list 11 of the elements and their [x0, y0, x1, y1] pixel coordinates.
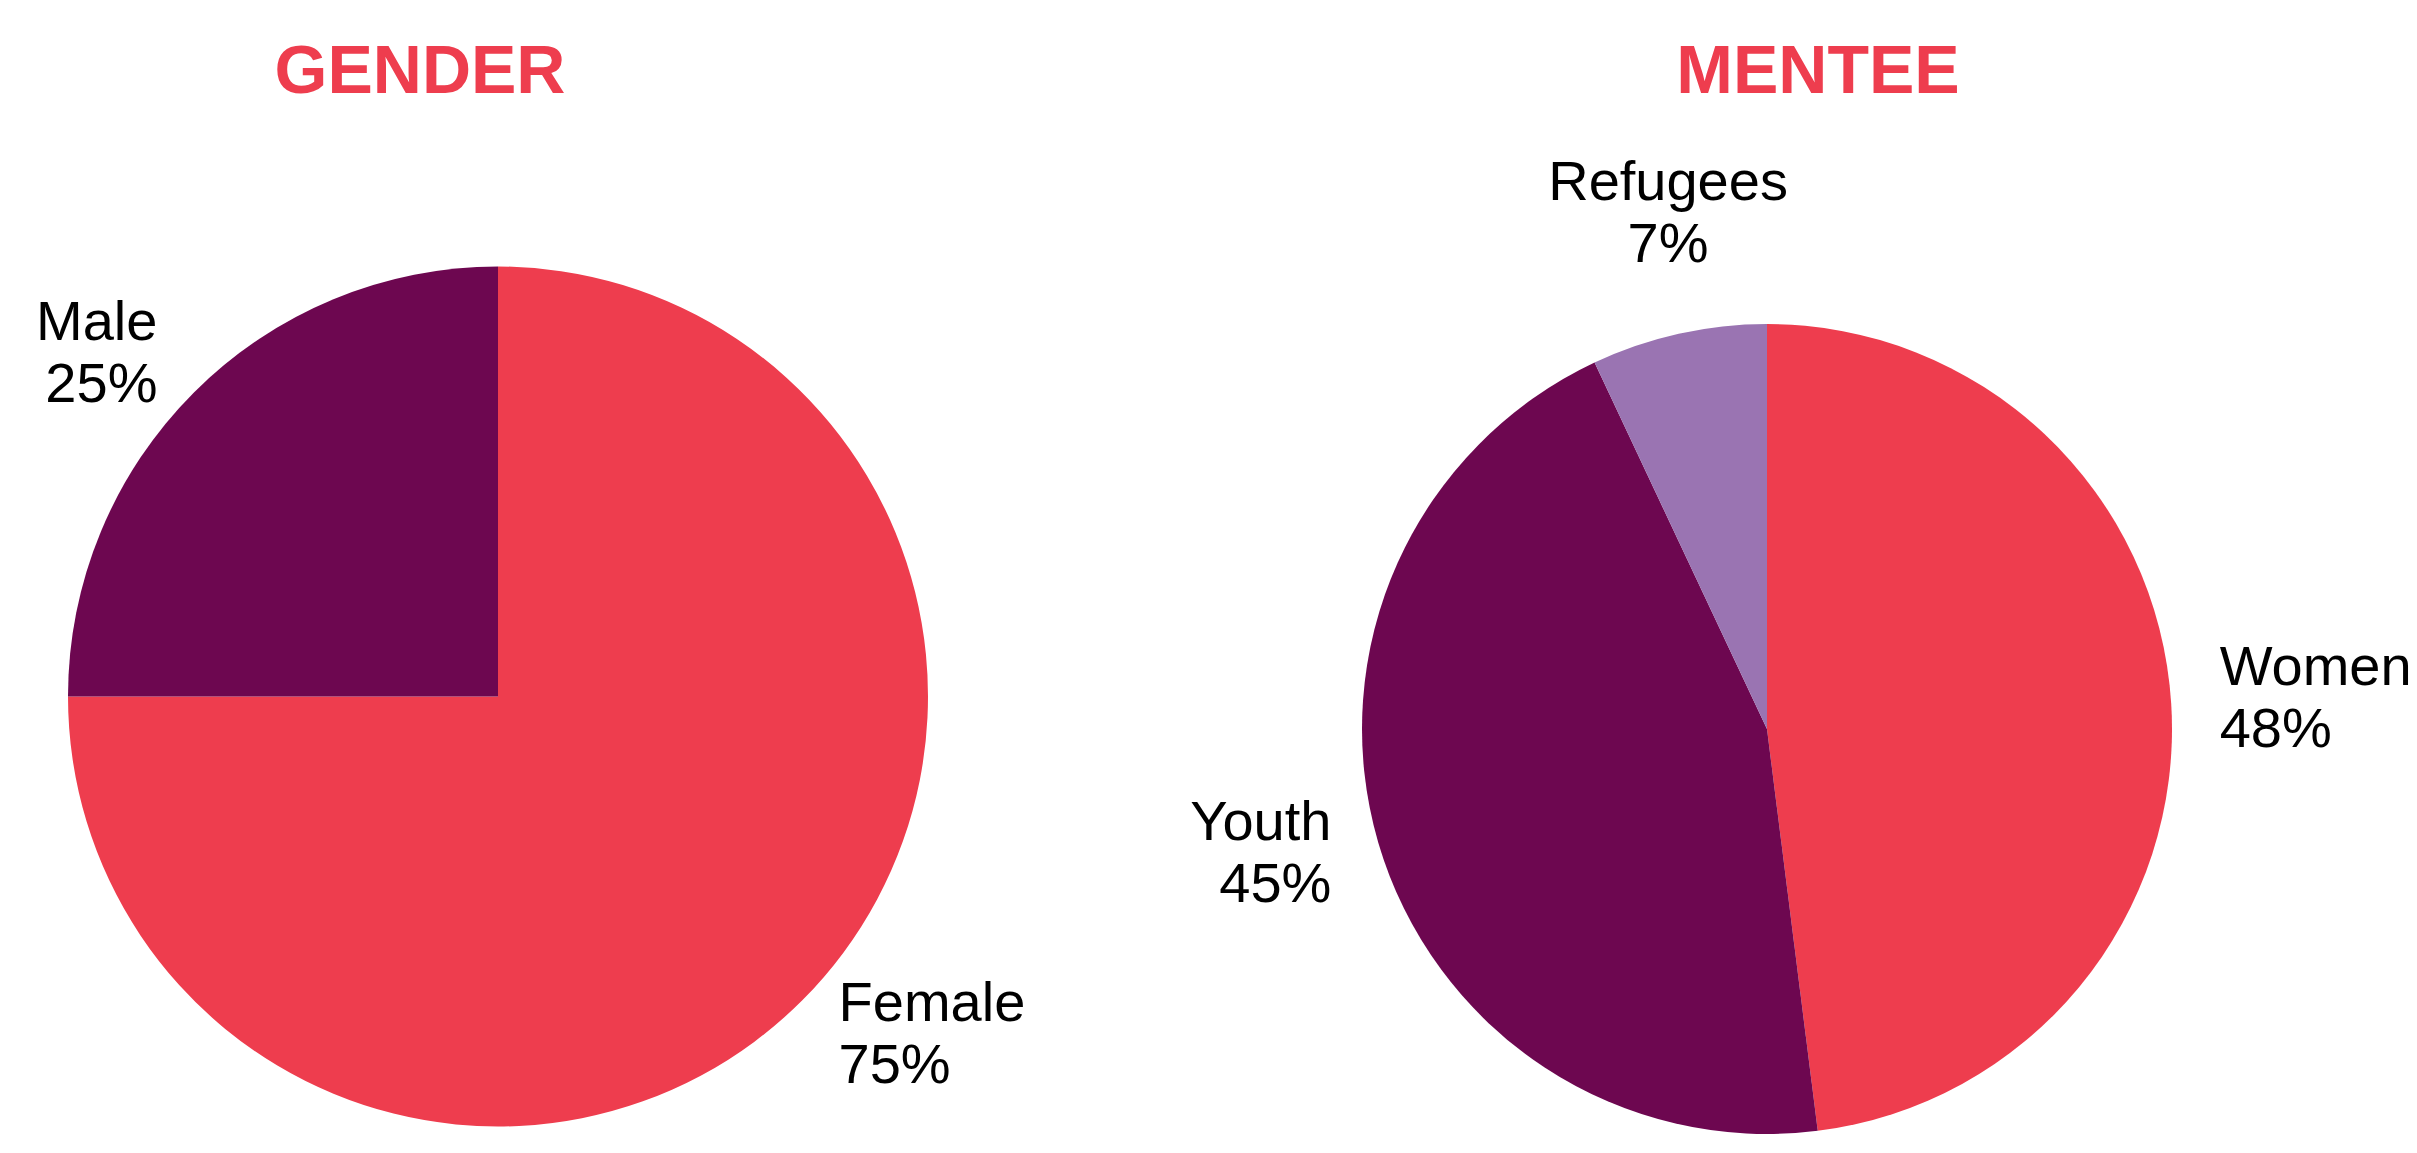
data-label: 45% [1219, 850, 1332, 914]
slice-label: Male [36, 289, 158, 353]
chart-title: MENTEE [1676, 30, 1960, 107]
data-label: 25% [45, 351, 158, 415]
slice-label: Female [838, 970, 1026, 1034]
data-label: 48% [2219, 695, 2332, 759]
chart-title: GENDER [274, 30, 566, 107]
slice-label: Youth [1190, 788, 1332, 852]
slice-label: Women [2219, 633, 2412, 697]
data-label: 75% [838, 1032, 951, 1096]
slice-label: Refugees [1548, 148, 1788, 212]
